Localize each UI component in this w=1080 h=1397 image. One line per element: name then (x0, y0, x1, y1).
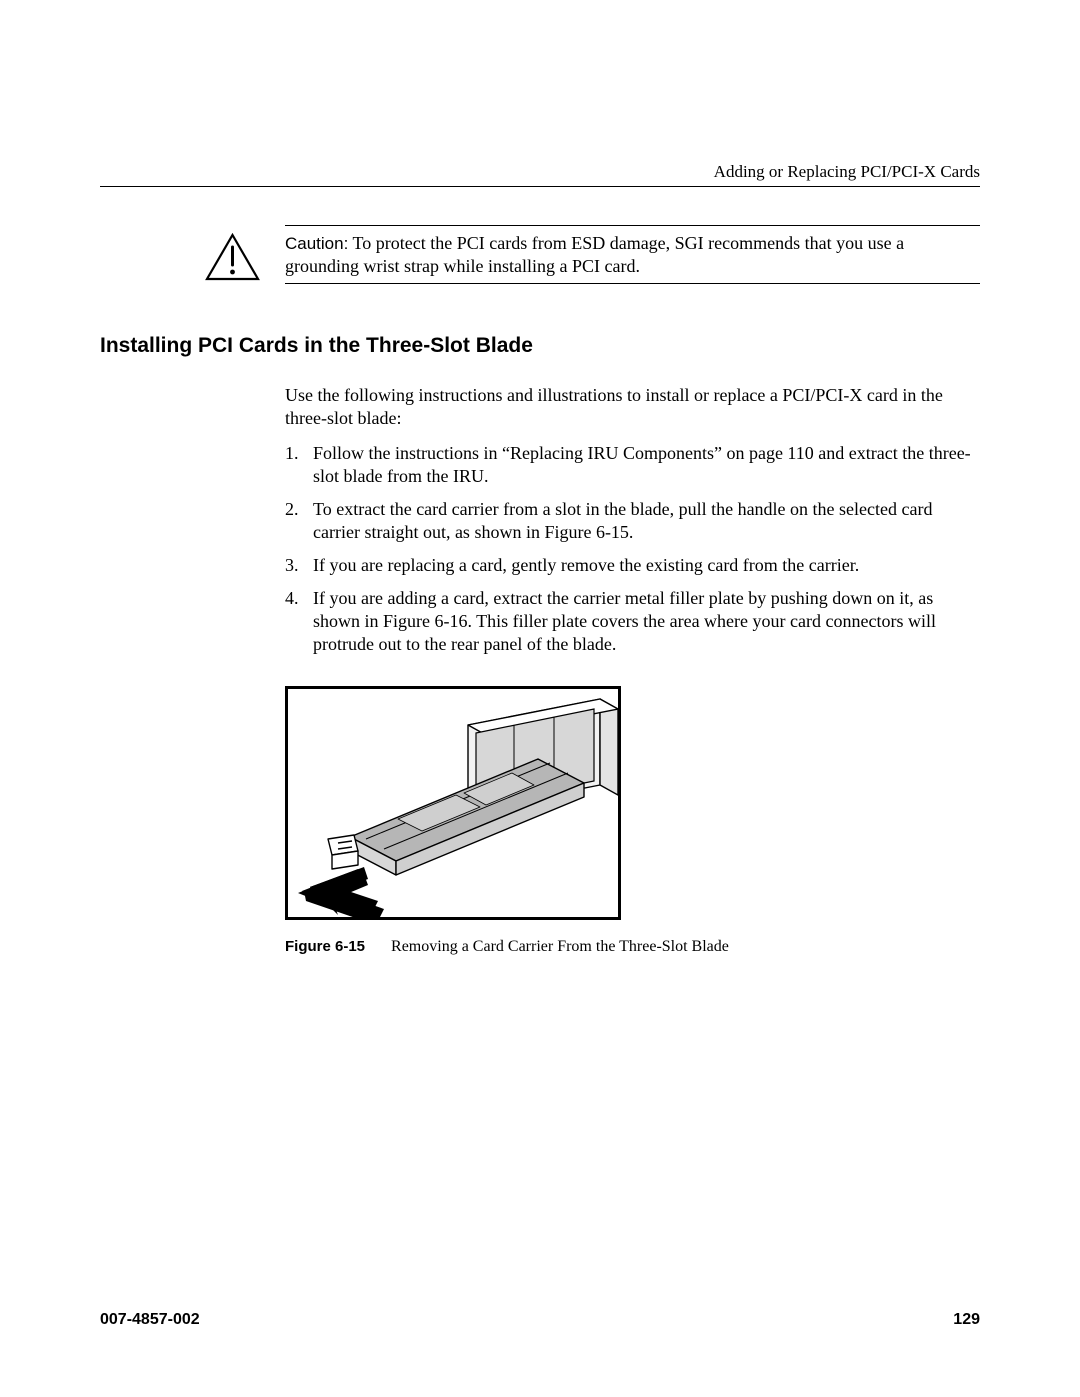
step-item: Follow the instructions in “Replacing IR… (285, 442, 980, 488)
caution-bottom-rule (285, 283, 980, 284)
steps-list: Follow the instructions in “Replacing IR… (285, 442, 980, 656)
page: Adding or Replacing PCI/PCI-X Cards Caut… (0, 0, 1080, 1397)
section-heading: Installing PCI Cards in the Three-Slot B… (100, 334, 980, 358)
step-item: If you are adding a card, extract the ca… (285, 587, 980, 656)
caution-body-text: To protect the PCI cards from ESD damage… (285, 233, 904, 276)
header-rule (100, 186, 980, 187)
figure-caption: Figure 6-15 Removing a Card Carrier From… (285, 938, 980, 956)
figure-illustration (285, 686, 621, 920)
warning-triangle-icon (205, 233, 260, 286)
page-footer: 007-4857-002 129 (100, 1311, 980, 1329)
caution-lead: Caution: (285, 234, 348, 253)
caution-block: Caution: To protect the PCI cards from E… (100, 225, 980, 284)
running-head: Adding or Replacing PCI/PCI-X Cards (714, 162, 980, 182)
caution-text: Caution: To protect the PCI cards from E… (285, 232, 980, 279)
step-item: If you are replacing a card, gently remo… (285, 554, 980, 577)
step-item: To extract the card carrier from a slot … (285, 498, 980, 544)
content-column: Use the following instructions and illus… (285, 384, 980, 956)
section-intro: Use the following instructions and illus… (285, 384, 980, 430)
page-number: 129 (953, 1311, 980, 1329)
figure: Figure 6-15 Removing a Card Carrier From… (285, 686, 980, 956)
figure-label: Figure 6-15 (285, 938, 365, 955)
doc-number: 007-4857-002 (100, 1311, 200, 1329)
figure-caption-text: Removing a Card Carrier From the Three-S… (391, 938, 729, 955)
